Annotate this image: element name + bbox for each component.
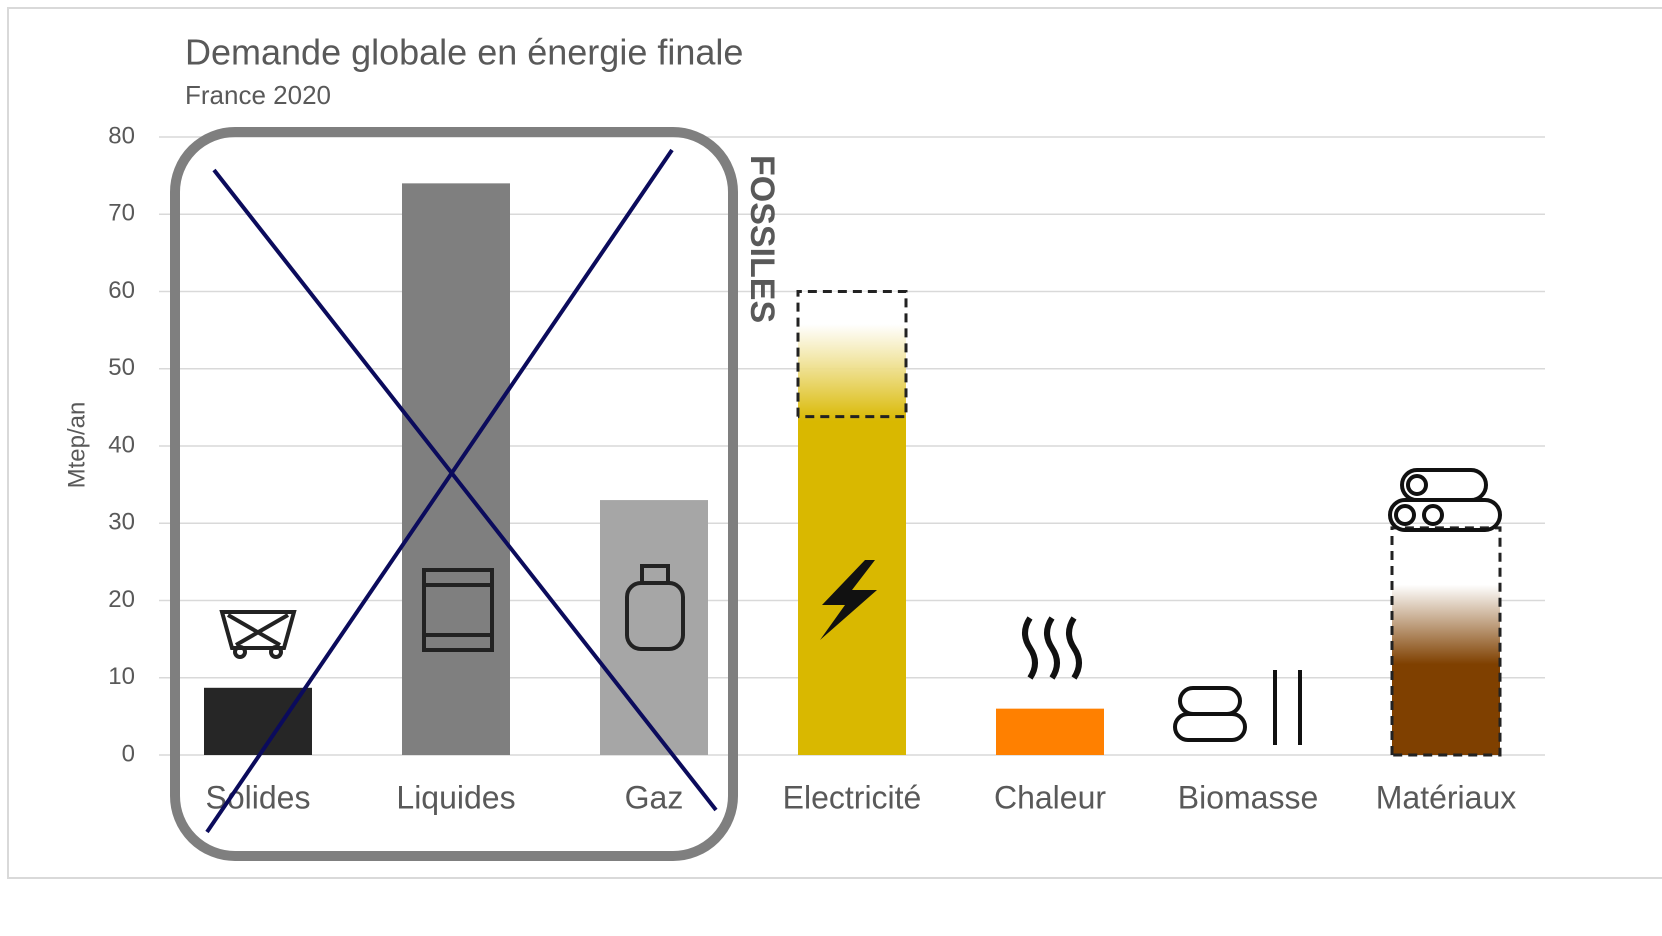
icon-heat: [1022, 616, 1082, 680]
bar: [600, 500, 708, 755]
cross-line: [205, 148, 674, 834]
bar: [1392, 527, 1500, 755]
bar: [798, 291, 906, 755]
bar-outline: [796, 290, 908, 419]
x-tick-label: Electricité: [783, 779, 922, 815]
fossil-box: [170, 127, 738, 861]
icon-bolt: [820, 560, 877, 640]
annotation: FOSSILES: [743, 155, 781, 323]
y-axis-label: Mtep/an: [63, 402, 90, 489]
cross-line: [212, 168, 718, 812]
y-tick-label: 0: [122, 740, 135, 767]
overlay: FOSSILES: [170, 127, 1502, 861]
x-tick-label: Chaleur: [994, 779, 1106, 815]
y-tick-label: 20: [108, 586, 135, 613]
y-tick-label: 30: [108, 509, 135, 536]
x-tick-label: Liquides: [396, 779, 515, 815]
bar: [204, 687, 312, 755]
icon-barrel: [422, 568, 494, 652]
y-tick-label: 70: [108, 200, 135, 227]
frame: [7, 7, 1662, 879]
icon-gas: [625, 564, 685, 651]
bar: [996, 708, 1104, 755]
bar-outline: [1390, 526, 1502, 757]
icon-wood: [1173, 670, 1302, 745]
chart-subtitle: France 2020: [185, 80, 331, 110]
x-tick-label: Biomasse: [1178, 779, 1319, 815]
y-tick-label: 10: [108, 663, 135, 690]
icon-cart: [219, 610, 297, 659]
y-tick-label: 80: [108, 122, 135, 149]
y-tick-label: 40: [108, 431, 135, 458]
y-tick-label: 50: [108, 354, 135, 381]
chart-title: Demande globale en énergie finale: [185, 32, 743, 73]
x-tick-label: Gaz: [625, 779, 684, 815]
x-tick-label: Matériaux: [1376, 779, 1517, 815]
y-tick-label: 60: [108, 277, 135, 304]
icon-materials: [1388, 468, 1502, 532]
